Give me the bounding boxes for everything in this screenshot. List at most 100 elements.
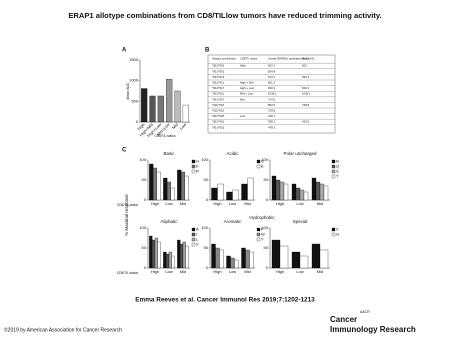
table-cell: *001/*011 bbox=[212, 92, 225, 96]
x-tick-label: Mid bbox=[317, 201, 323, 206]
x-tick-label: Low bbox=[229, 269, 236, 274]
bar bbox=[283, 183, 289, 201]
table-cell: 661.3 bbox=[268, 81, 275, 85]
legend-swatch bbox=[331, 174, 336, 179]
x-tick-label: High bbox=[276, 201, 284, 206]
legend-label: Y bbox=[261, 237, 264, 242]
bar bbox=[311, 243, 321, 269]
bar bbox=[271, 175, 277, 201]
bar bbox=[291, 183, 297, 201]
bar bbox=[152, 239, 156, 269]
legend-swatch bbox=[256, 164, 261, 169]
table-header: Overall SIINFEKL generation (AUC) bbox=[268, 57, 309, 61]
legend-swatch bbox=[331, 227, 336, 232]
legend-label: I bbox=[196, 232, 197, 237]
bar bbox=[149, 163, 154, 201]
bar bbox=[211, 243, 216, 269]
y-tick-label: 50 bbox=[142, 177, 147, 182]
table-cell: Mid + Low bbox=[240, 92, 254, 96]
legend-swatch bbox=[191, 237, 196, 242]
y-tick-label: 100 bbox=[261, 157, 268, 162]
table-cell: High + Low bbox=[240, 86, 255, 90]
bar bbox=[177, 239, 181, 269]
bar bbox=[249, 251, 254, 269]
bar bbox=[157, 241, 161, 269]
bar bbox=[279, 245, 289, 269]
citation: Emma Reeves et al. Cancer Immunol Res 20… bbox=[135, 297, 315, 304]
table-cell: 813 bbox=[302, 64, 307, 68]
bar bbox=[149, 235, 153, 269]
bar bbox=[149, 95, 156, 123]
bar bbox=[319, 183, 325, 201]
bar bbox=[234, 259, 239, 269]
table-cell: 338.1 bbox=[268, 120, 275, 124]
bar bbox=[226, 255, 231, 269]
y-tick-label: 50 bbox=[142, 245, 147, 250]
legend-label: S bbox=[336, 169, 339, 174]
panel-label: C bbox=[122, 148, 127, 154]
bar bbox=[182, 241, 186, 269]
chart-title: Aliphatic bbox=[160, 219, 178, 224]
x-tick-label: High bbox=[213, 269, 221, 274]
bar bbox=[168, 251, 172, 269]
bar bbox=[215, 247, 220, 269]
bar bbox=[245, 249, 250, 269]
legend-label: T bbox=[336, 174, 339, 179]
legend-label: G bbox=[336, 232, 339, 237]
bar bbox=[184, 175, 189, 201]
logo-line1: Cancer bbox=[330, 315, 357, 324]
table-cell: 813.1 bbox=[268, 64, 275, 68]
x-tick-label: Mid bbox=[244, 201, 250, 206]
legend-label: V bbox=[196, 242, 199, 247]
table-cell: *001/*001 bbox=[212, 64, 225, 68]
bar bbox=[157, 95, 164, 123]
table-cell: 630.3 bbox=[302, 86, 309, 90]
legend-swatch bbox=[256, 232, 261, 237]
x-tick-label: Mid bbox=[171, 122, 179, 130]
y-tick-label: 100 bbox=[201, 225, 208, 230]
legend-swatch bbox=[191, 242, 196, 247]
legend-swatch bbox=[191, 159, 196, 164]
x-tick-label: High bbox=[276, 269, 284, 274]
table-cell: 630.3 bbox=[268, 86, 275, 90]
x-tick-label: Mid bbox=[180, 201, 186, 206]
table-cell: 673.1 bbox=[268, 75, 275, 79]
bar bbox=[163, 251, 167, 269]
bar bbox=[166, 181, 172, 201]
x-tick-label: Low bbox=[296, 269, 303, 274]
table-cell: 802.5 bbox=[268, 103, 275, 107]
bar bbox=[180, 171, 186, 201]
legend-label: L bbox=[196, 237, 199, 242]
bar bbox=[180, 243, 184, 269]
copyright: ©2019 by American Association for Cancer… bbox=[4, 326, 122, 333]
legend-swatch bbox=[331, 164, 336, 169]
x-axis-label: CD8/TIL status bbox=[117, 203, 139, 207]
legend-label: C bbox=[336, 227, 339, 232]
legend-label: D bbox=[261, 159, 264, 164]
x-tick-label: High bbox=[213, 201, 221, 206]
y-tick-label: 1500 bbox=[129, 57, 139, 62]
table-header: Mean AUC bbox=[302, 57, 315, 61]
legend-label: H bbox=[196, 159, 199, 164]
y-tick-label: 1000 bbox=[129, 78, 139, 83]
bar bbox=[182, 104, 189, 123]
bar bbox=[152, 167, 158, 201]
x-tick-label: High bbox=[151, 201, 159, 206]
legend-swatch bbox=[331, 169, 336, 174]
bar bbox=[311, 177, 317, 201]
bar bbox=[174, 90, 181, 123]
legend-swatch bbox=[191, 232, 196, 237]
bar bbox=[185, 245, 189, 269]
bar bbox=[291, 251, 301, 269]
y-tick-label: 0 bbox=[206, 265, 209, 270]
chart-title: Special bbox=[293, 219, 308, 224]
y-tick-label: 0 bbox=[136, 119, 139, 124]
legend-swatch bbox=[256, 159, 261, 164]
bar bbox=[170, 187, 175, 201]
group-label: Hydrophobic bbox=[249, 215, 275, 220]
bar bbox=[226, 191, 233, 201]
table-frame bbox=[207, 54, 336, 134]
bar bbox=[156, 171, 161, 201]
y-tick-label: 50 bbox=[204, 177, 209, 182]
y-tick-label: 0 bbox=[144, 197, 147, 202]
